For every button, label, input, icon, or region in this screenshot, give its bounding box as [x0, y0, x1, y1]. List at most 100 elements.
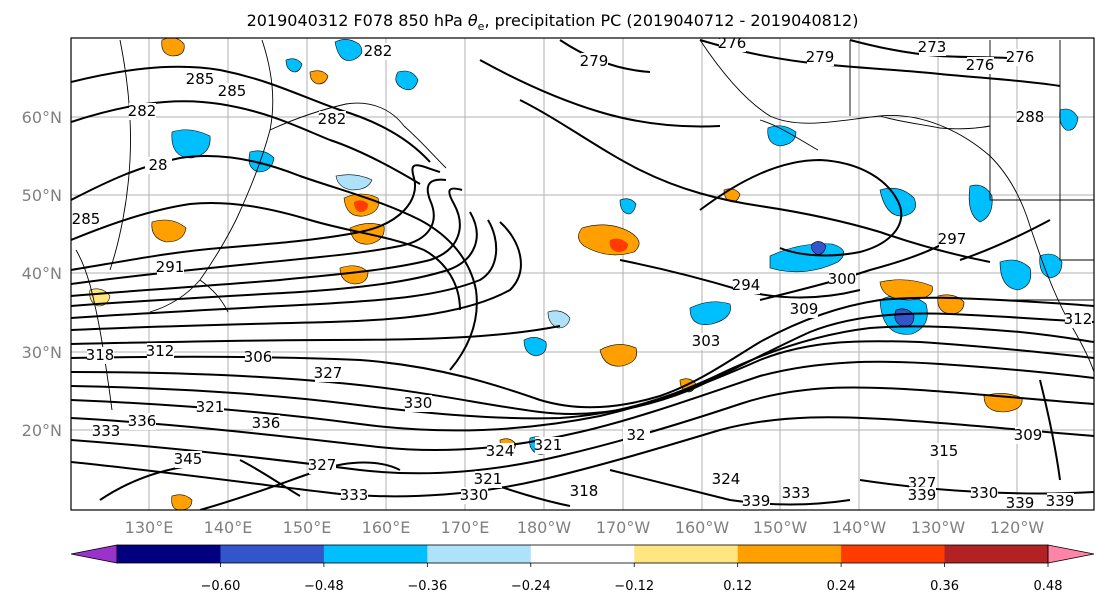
- contour-label: 339: [1046, 492, 1075, 510]
- precip-patch: [767, 125, 797, 147]
- precip-patch: [968, 184, 993, 223]
- contour-label-bg: [919, 39, 946, 56]
- contour-label: 324: [486, 442, 515, 460]
- precip-patch: [151, 219, 187, 243]
- colorbar-segment: [737, 545, 842, 563]
- contour-label-bg: [319, 111, 346, 128]
- contour-label-bg: [939, 231, 966, 248]
- contour-label: 327: [308, 456, 337, 474]
- contour-label-bg: [129, 413, 156, 430]
- contour-label-bg: [971, 485, 998, 502]
- contour-label: 321: [474, 470, 503, 488]
- contour-label: 333: [782, 484, 811, 502]
- contour-label: 285: [218, 82, 247, 100]
- precip-patch: [395, 70, 419, 91]
- contour-label-bg: [829, 271, 856, 288]
- precip-patch: [161, 38, 185, 57]
- title-suffix: , precipitation PC (2019040712 - 2019040…: [484, 11, 859, 30]
- contour-label: 288: [1016, 108, 1045, 126]
- contour-label: 339: [742, 492, 771, 510]
- longitude-label: 140°E: [204, 518, 253, 537]
- contour-label: 330: [970, 484, 999, 502]
- contour-label: 312: [1064, 310, 1093, 328]
- colorbar: −0.60 −0.48 −0.36 −0.24 −0.12 0.12 0.24 0.36 0.4…: [70, 544, 1095, 594]
- contour-label-bg: [1015, 427, 1042, 444]
- precip-patch: [335, 174, 373, 191]
- longitude-label: 180°W: [517, 518, 572, 537]
- contour-label: 339: [908, 486, 937, 504]
- contour-label: 336: [128, 412, 157, 430]
- title-text: 2019040312 F078 850 hPa θe, precipitatio…: [247, 11, 859, 33]
- contour-label: 303: [692, 332, 721, 350]
- contour-label: 318: [570, 482, 599, 500]
- colorbar-segment: [427, 545, 532, 563]
- contour-label-bg: [1007, 495, 1034, 510]
- contour-label-bg: [157, 259, 184, 276]
- coastlines: [75, 39, 1094, 411]
- colorbar-segment: [220, 545, 325, 563]
- contour-label-bg: [187, 71, 214, 88]
- contour-label-bg: [807, 49, 834, 66]
- contour-label: 276: [966, 56, 995, 74]
- colorbar-segment: [323, 545, 428, 563]
- map-panel: [71, 38, 1094, 510]
- contour-label-bg: [309, 457, 336, 474]
- contour-label-bg: [315, 365, 342, 382]
- title-theta: θ: [467, 11, 478, 30]
- contour-label: 282: [364, 42, 393, 60]
- precip-patch: [619, 198, 637, 215]
- contour-label: 345: [174, 450, 203, 468]
- colorbar-segment: [117, 545, 221, 563]
- contour-label-bg: [783, 485, 810, 502]
- precip-patch: [609, 238, 628, 252]
- contour-label: 330: [460, 486, 489, 504]
- longitude-label: 120°W: [990, 518, 1045, 537]
- precip-patch: [171, 494, 193, 510]
- contour-label-bg: [405, 395, 432, 412]
- contour-label-bg: [197, 399, 224, 416]
- contour-label-bg: [175, 451, 202, 468]
- contour-label-bg: [743, 493, 770, 510]
- longitude-label: 160°E: [362, 518, 411, 537]
- contour-label: 276: [718, 34, 747, 52]
- contour-label-bg: [1007, 49, 1034, 66]
- contour-label: 324: [712, 470, 741, 488]
- colorbar-tick-label: 0.24: [827, 579, 856, 594]
- colorbar-tick-label: 0.48: [1034, 579, 1063, 594]
- contour-label: 321: [196, 398, 225, 416]
- contour-label: 318: [86, 346, 115, 364]
- map-title: 2019040312 F078 850 hPa θe, precipitatio…: [0, 0, 1105, 34]
- contour-label: 285: [72, 210, 101, 228]
- contour-label-bg: [245, 349, 272, 366]
- contour-label-bg: [1047, 493, 1074, 510]
- contour-label-bg: [535, 437, 562, 454]
- contour-label: 330: [404, 394, 433, 412]
- colorbar-tick-label: −0.48: [304, 579, 344, 594]
- contour-label-bg: [145, 157, 172, 174]
- precip-patch: [171, 129, 211, 159]
- contour-label-bg: [487, 443, 514, 460]
- title-prefix: 2019040312 F078 850 hPa: [246, 11, 468, 30]
- contour-label-bg: [93, 423, 120, 440]
- contour-label-bg: [87, 347, 114, 364]
- contour-label-bg: [719, 38, 746, 52]
- contour-label: 282: [318, 110, 347, 128]
- contour-label-bg: [967, 57, 994, 74]
- longitude-label: 170°W: [596, 518, 651, 537]
- contour-label-bg: [341, 487, 368, 504]
- contour-label-bg: [253, 415, 280, 432]
- contour-label-bg: [693, 333, 720, 350]
- precip-patch: [285, 58, 303, 73]
- precip-patch: [811, 241, 827, 255]
- latitude-label: 20°N: [22, 421, 62, 440]
- colorbar-tick-label: −0.24: [511, 579, 551, 594]
- contour-label: 294: [732, 276, 761, 294]
- colorbar-segment: [634, 545, 739, 563]
- contour-label: 276: [1006, 48, 1035, 66]
- latitude-label: 30°N: [22, 343, 62, 362]
- contour-label-bg: [931, 443, 958, 460]
- contour-label: 321: [534, 436, 563, 454]
- contour-label: 273: [918, 38, 947, 56]
- precip-patch: [879, 279, 933, 301]
